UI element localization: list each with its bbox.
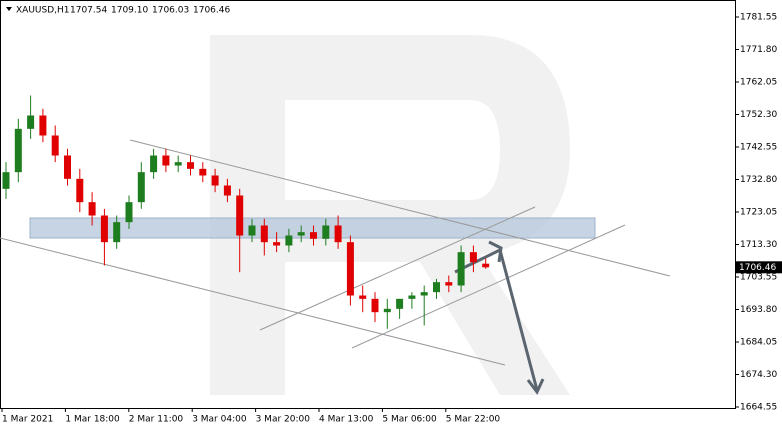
high: 1709.10 xyxy=(111,6,148,16)
candle-body xyxy=(211,175,219,186)
candle-body xyxy=(27,115,35,129)
y-tick-label: 1664.55 xyxy=(740,403,777,413)
candle-body xyxy=(469,252,477,263)
y-tick-label: 1674.30 xyxy=(740,370,777,380)
candle-body xyxy=(64,155,71,179)
x-tick-label: 3 Mar 04:00 xyxy=(192,415,247,425)
x-tick-label: 5 Mar 06:00 xyxy=(382,415,437,425)
low: 1706.03 xyxy=(152,6,189,16)
candle-body xyxy=(346,242,354,296)
symbol: XAUUSD,H1 xyxy=(16,6,70,16)
candle-body xyxy=(371,298,379,313)
menu-arrow xyxy=(6,7,12,11)
x-tick-label: 1 Mar 2021 xyxy=(2,415,53,425)
candle-body xyxy=(187,162,194,169)
y-tick-label: 1732.80 xyxy=(740,175,777,185)
arrow-head xyxy=(526,378,545,395)
candle-body xyxy=(273,242,281,246)
trendline xyxy=(129,139,671,277)
y-tick-label: 1684.05 xyxy=(740,338,777,348)
candle-body xyxy=(482,263,490,268)
y-tick-label: 1703.55 xyxy=(740,273,777,283)
candle-body xyxy=(310,232,317,239)
candle-body xyxy=(359,295,367,299)
candle-body xyxy=(334,225,342,243)
candle-body xyxy=(100,215,108,243)
candle-body xyxy=(125,202,133,223)
y-tick-label: 1693.80 xyxy=(740,305,777,315)
candle-body xyxy=(248,225,256,236)
y-tick-label: 1781.55 xyxy=(740,13,777,23)
candle-body xyxy=(39,115,47,136)
candle-body xyxy=(236,195,244,236)
price-tag-label: 1706.46 xyxy=(739,263,776,273)
y-axis: 1781.55 1771.80 1762.05 1752.30 1742.55 1732.… xyxy=(735,13,782,413)
candle-body xyxy=(383,308,391,313)
candle-body xyxy=(51,135,59,156)
arrow-head xyxy=(488,240,503,263)
trendline xyxy=(0,237,506,366)
candle-body xyxy=(457,252,465,286)
trendlines xyxy=(0,139,671,366)
candle-body xyxy=(322,225,330,239)
y-tick-label: 1713.30 xyxy=(740,240,777,250)
candles xyxy=(2,95,490,329)
candle-body xyxy=(174,162,182,166)
candle-body xyxy=(445,282,453,286)
trendline xyxy=(351,224,626,349)
candle-body xyxy=(433,282,440,293)
y-tick-label: 1752.30 xyxy=(740,110,777,120)
candle-body xyxy=(199,168,207,176)
y-tick-label: 1742.55 xyxy=(740,143,777,153)
candle-body xyxy=(137,172,145,203)
y-tick-label: 1771.80 xyxy=(740,45,777,55)
watermark xyxy=(210,35,570,395)
candle-body xyxy=(76,178,84,203)
open: 1707.54 xyxy=(70,6,107,16)
close: 1706.46 xyxy=(193,6,230,16)
x-tick-label: 5 Mar 22:00 xyxy=(446,415,501,425)
candle-body xyxy=(14,128,22,173)
x-tick-label: 2 Mar 11:00 xyxy=(129,415,184,425)
candle-body xyxy=(297,232,305,236)
candle-body xyxy=(162,155,170,166)
candle-body xyxy=(396,298,404,309)
candle-body xyxy=(88,202,96,216)
y-tick-label: 1723.05 xyxy=(740,208,777,218)
price-tag xyxy=(736,261,782,274)
candle-body xyxy=(113,222,121,243)
x-tick-label: 3 Mar 20:00 xyxy=(256,415,311,425)
candle-body xyxy=(408,295,416,299)
trendline xyxy=(259,206,536,331)
candle-body xyxy=(150,155,158,173)
candle-body xyxy=(2,172,10,189)
x-tick-label: 1 Mar 18:00 xyxy=(65,415,120,425)
x-tick-label: 4 Mar 13:00 xyxy=(319,415,374,425)
y-tick-label: 1762.05 xyxy=(740,78,777,88)
forecast-arrow xyxy=(454,240,545,395)
candle-body xyxy=(420,292,428,296)
candle-body xyxy=(260,225,268,243)
candle-body xyxy=(285,235,293,246)
candle-body xyxy=(223,185,231,196)
